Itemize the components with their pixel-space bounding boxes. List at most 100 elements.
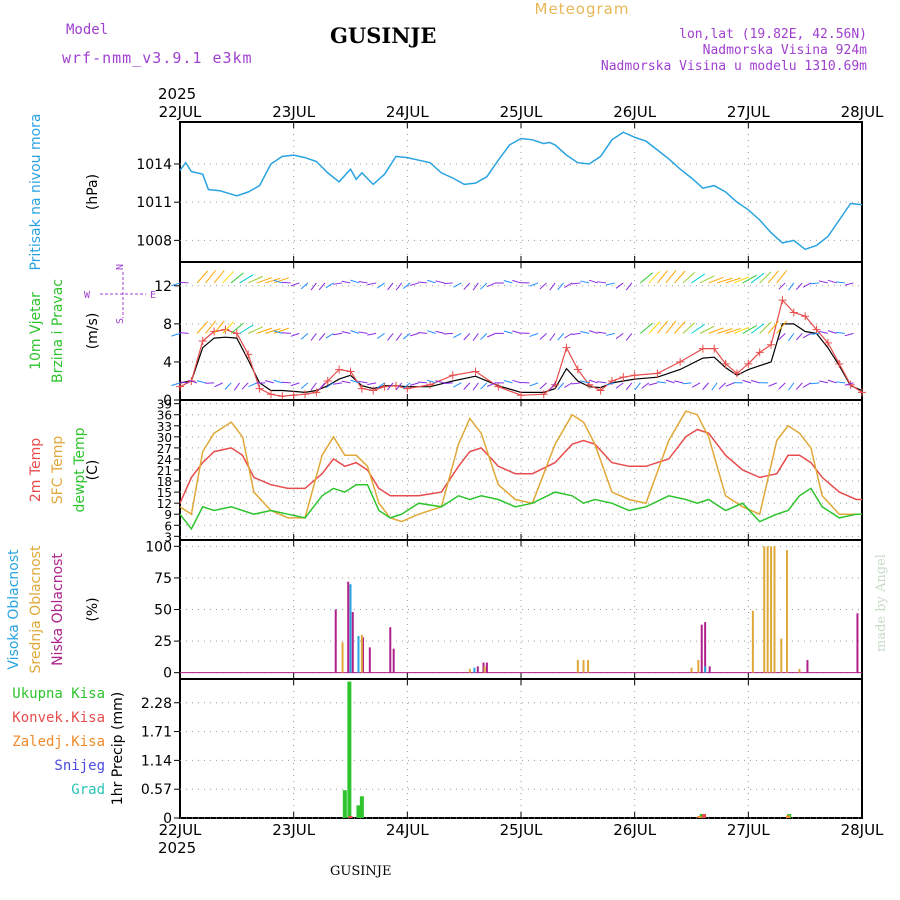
wind-arrow	[247, 275, 263, 284]
wind-arrow	[625, 333, 633, 341]
wind-arrow	[682, 382, 692, 385]
bar-niska-oblacnost	[806, 660, 809, 673]
date-label-top: 24JUL	[386, 103, 429, 121]
wind-arrow	[810, 382, 820, 385]
wind-arrow	[300, 382, 309, 390]
panel-precipitation: 0 0.57 1.14 1.71 2.28 Ukupna Kisa Konvek.Kisa Z…	[12, 678, 863, 827]
wind-arrow	[788, 282, 795, 291]
wind-arrow	[827, 379, 837, 384]
year-top: 2025	[158, 85, 196, 103]
wind-arrow	[657, 320, 668, 334]
year-bottom: 2025	[158, 839, 196, 857]
wind-arrow	[427, 379, 436, 384]
bar-niska-oblacnost	[704, 622, 707, 673]
wind-arrow	[503, 280, 513, 284]
wind-arrow	[224, 382, 232, 390]
wind-arrow	[674, 270, 686, 284]
wind-arrow	[480, 282, 488, 290]
compass-cross	[100, 272, 146, 318]
bar-ukupna-kisa	[359, 796, 364, 818]
wind-arrow	[580, 380, 590, 384]
bar-niska-oblacnost	[368, 647, 371, 673]
gust-marker	[721, 359, 730, 368]
wind-arrow	[427, 330, 436, 334]
wind-arrow	[648, 270, 661, 284]
gust-marker	[698, 344, 707, 353]
date-label-bottom: 23JUL	[272, 821, 315, 839]
bar-srednja-oblacnost	[751, 610, 754, 673]
bar-niska-oblacnost	[856, 613, 859, 673]
ytick-label: 24	[157, 453, 172, 467]
wind-arrow	[665, 320, 677, 334]
ytick-label: 18	[157, 475, 172, 489]
wind-arrow	[665, 270, 677, 284]
side-label-temp: SFC Temp	[50, 436, 66, 505]
wind-arrow	[395, 333, 403, 341]
bar-niska-oblacnost	[351, 612, 354, 673]
wind-arrow	[778, 333, 786, 340]
wind-arrow	[529, 382, 539, 387]
wind-arrow	[725, 277, 741, 284]
wind-arrow	[674, 380, 684, 384]
gust-marker	[323, 376, 332, 385]
pressure-line	[179, 131, 863, 251]
wind-arrow	[273, 327, 290, 334]
wind-arrow	[778, 282, 786, 290]
wind-arrow	[486, 382, 496, 387]
bar-srednja-oblacnost	[576, 660, 579, 673]
wind-arrow	[230, 272, 244, 284]
wind-arrow	[674, 321, 686, 334]
wind-arrow	[711, 382, 718, 391]
bar-ukupna-kisa	[347, 681, 352, 818]
gust-marker	[744, 359, 753, 368]
wind-arrow	[256, 277, 273, 284]
gust-marker	[539, 390, 548, 399]
wind-arrow	[196, 270, 209, 284]
wind-arrow	[290, 282, 300, 287]
wind-arrow	[318, 382, 326, 391]
wind-arrow	[300, 282, 309, 290]
wind-arrow	[472, 282, 479, 291]
wind-arrow	[718, 382, 726, 390]
wind-arrow	[742, 274, 757, 284]
gust-marker	[801, 312, 810, 321]
wind-arrow	[273, 379, 283, 384]
model-name: wrf-nmm_v3.9.1 e3km	[62, 49, 253, 67]
dewpt-line	[179, 483, 862, 531]
legend-precip: Snijeg	[54, 758, 105, 774]
wind-arrow	[196, 321, 209, 334]
wind-arrow	[188, 379, 198, 384]
wind-arrow	[196, 380, 206, 384]
wind-arrow	[767, 320, 779, 334]
legend-precip: Ukupna Kisa	[12, 686, 105, 702]
wind-arrow	[589, 279, 598, 284]
gust-marker	[278, 392, 287, 401]
gust-marker	[858, 388, 866, 397]
bar-konvek-kisa	[348, 815, 353, 818]
wind-arrow	[376, 282, 385, 289]
ytick-label: 12	[154, 279, 172, 295]
temp2m-line	[179, 428, 862, 504]
wind-arrow	[310, 282, 317, 291]
wind-arrow	[589, 379, 598, 384]
wind-arrow	[179, 332, 189, 334]
wind-arrow	[300, 333, 309, 340]
wind-arrow	[395, 382, 403, 391]
wind-arrow	[435, 380, 445, 384]
wind-arrow	[205, 270, 216, 284]
gust-marker	[732, 369, 741, 378]
gust-marker	[585, 380, 594, 389]
wind-arrow	[376, 332, 385, 339]
wind-arrow	[708, 327, 724, 334]
gust-marker	[835, 359, 844, 368]
wind-arrow	[733, 276, 750, 284]
wind-arrow	[409, 282, 419, 286]
ytick-label: 1011	[136, 195, 172, 211]
wind-arrow	[222, 270, 234, 284]
wind-arrow	[759, 321, 772, 334]
wind-arrow	[557, 333, 565, 341]
wind-arrow	[367, 332, 377, 336]
wind-arrow	[640, 322, 653, 334]
wind-arrow	[213, 320, 225, 334]
